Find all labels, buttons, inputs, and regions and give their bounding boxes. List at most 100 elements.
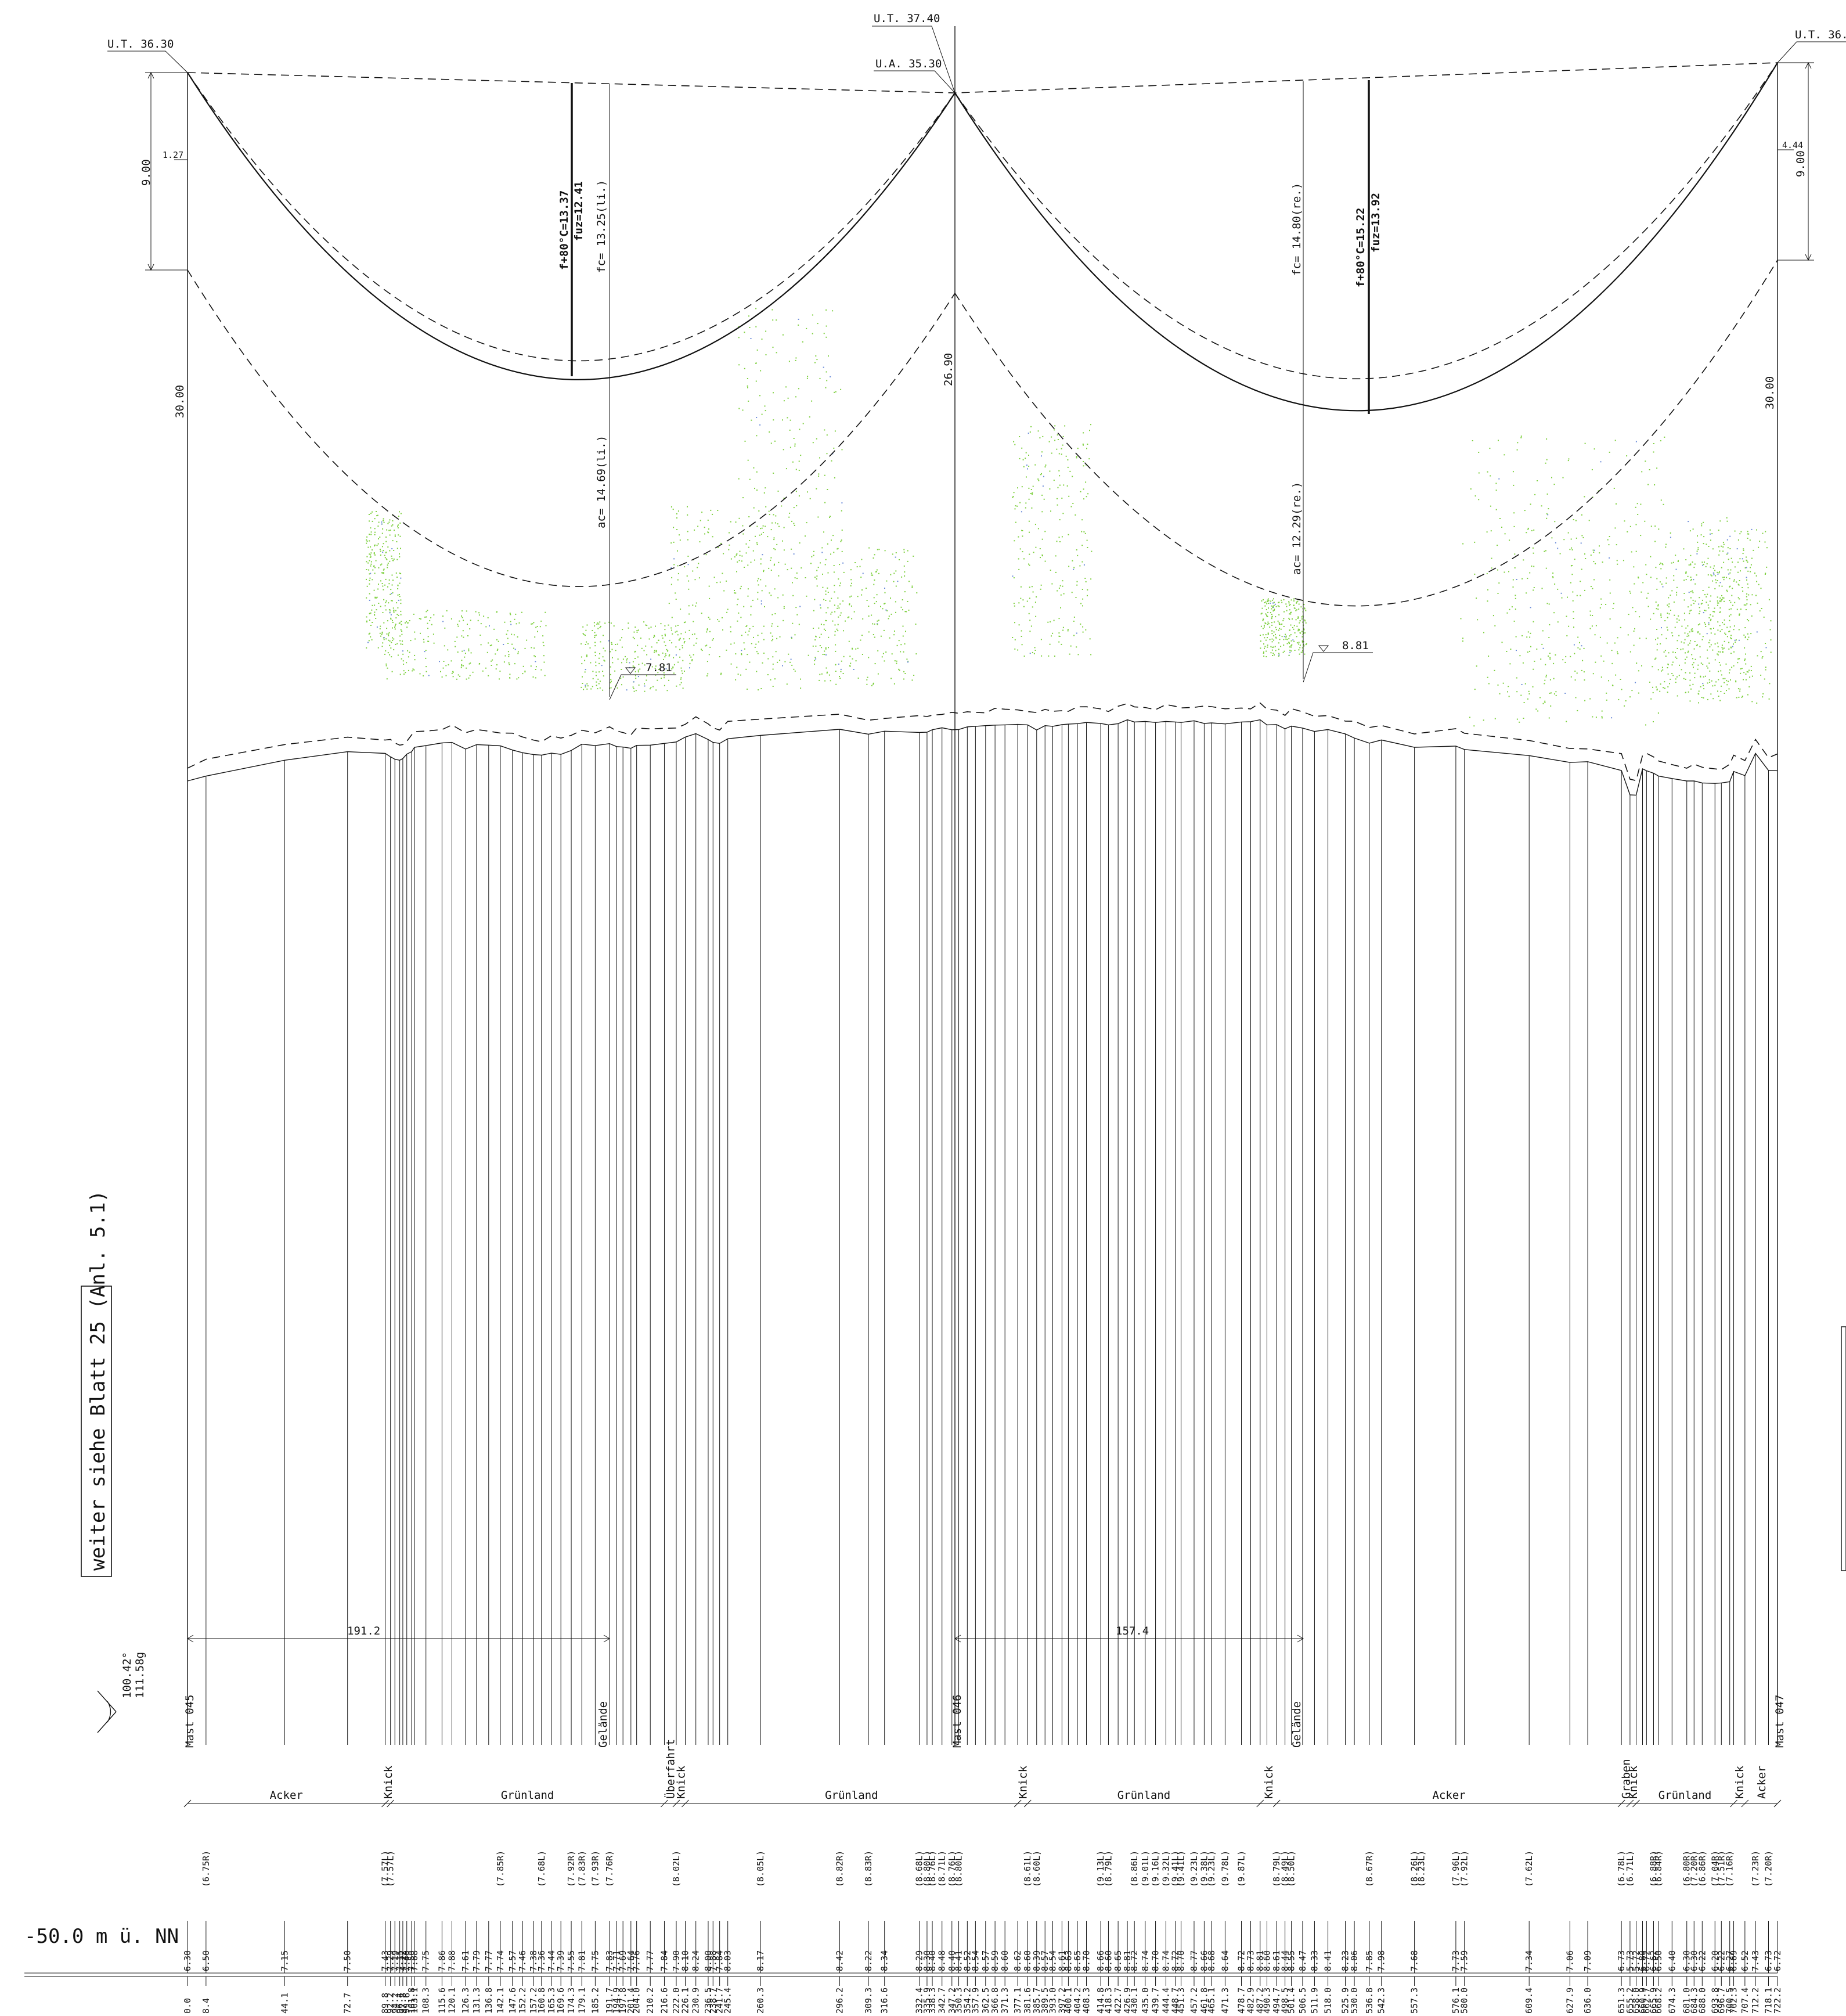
vegetation-point [1710,533,1711,535]
vegetation-point [882,608,884,610]
vegetation-point [1728,642,1730,643]
vegetation-point [472,671,474,673]
vegetation-point [1704,624,1706,625]
vegetation-point [1288,617,1290,619]
vegetation-point [1267,599,1268,601]
station-value: 131.3 [471,1988,482,2014]
vegetation-point [1646,597,1647,599]
vegetation-point [902,635,904,637]
vegetation-point [824,680,826,682]
vegetation-point [1534,660,1535,662]
vegetation-point [677,634,679,636]
vegetation-point [392,622,394,623]
vegetation-point [391,574,393,576]
vegetation-point [1582,537,1584,538]
vegetation-point [677,573,679,574]
vegetation-point [849,603,850,605]
station-value: 435.0 [1140,1988,1151,2014]
vegetation-point [1015,505,1016,507]
vegetation-point [1714,659,1716,661]
vegetation-point [664,675,665,676]
vegetation-point [853,669,855,670]
vegetation-point [1044,560,1046,562]
vegetation-point [1281,623,1283,625]
vegetation-point [787,417,788,419]
vegetation-point [1706,563,1708,564]
vegetation-point [729,532,730,534]
vegetation-point [1700,686,1701,687]
station-value: 457.2 [1189,1988,1199,2014]
vegetation-point [384,653,385,655]
vegetation-point [664,625,666,627]
station-value: 316.6 [879,1988,890,2014]
vegetation-point [616,687,618,689]
vegetation-point [1515,636,1517,638]
station-value: 430.1 [1129,1988,1140,2014]
vegetation-point [687,564,689,566]
vegetation-point [1696,574,1697,576]
vegetation-point [1717,653,1718,655]
vegetation-point [369,553,370,555]
vegetation-point [646,679,647,681]
vegetation-point [802,423,804,424]
vegetation-point [1718,554,1720,556]
vegetation-point [749,327,751,328]
vegetation-point [825,647,827,649]
vegetation-point [1693,579,1694,581]
vegetation-point [1487,676,1488,678]
vegetation-point [1561,597,1563,599]
vegetation-point [1274,609,1275,610]
vegetation-point [377,514,378,516]
vegetation-point [1611,663,1613,664]
vegetation-point [1289,629,1290,631]
station-value: 381.6 [1022,1988,1033,2014]
vegetation-point [489,625,490,627]
vegetation-point [1037,528,1039,530]
vegetation-point [696,638,698,639]
vegetation-point [800,678,801,680]
vegetation-point [1631,690,1633,692]
vegetation-point [1028,487,1030,489]
vegetation-point [374,528,376,530]
vegetation-point [657,679,658,681]
vegetation-point [773,472,774,474]
vegetation-point [806,522,807,524]
vegetation-point [532,623,533,625]
vegetation-point [1655,639,1656,640]
vegetation-point [394,625,396,627]
span1-f80-label: f+80°C=13.37 [558,190,571,270]
vegetation-point [1675,682,1676,683]
vegetation-point [1551,477,1552,478]
station-value: 385.7 [1032,1988,1042,2014]
vegetation-point [370,563,372,565]
vegetation-point [1086,448,1087,449]
vegetation-point [1296,601,1297,603]
vegetation-point [389,645,391,646]
vegetation-point [387,546,389,548]
vegetation-point [757,592,759,593]
vegetation-point [730,643,732,645]
vegetation-point [1729,626,1731,628]
vegetation-point [773,548,775,549]
vegetation-point [1722,622,1724,624]
vegetation-point [706,661,708,663]
vegetation-point [1495,483,1497,484]
vegetation-point [1751,594,1753,596]
vegetation-point [496,639,497,640]
vegetation-point [1665,543,1667,545]
vegetation-point [712,639,713,641]
vegetation-point [1740,570,1741,572]
vegetation-point [1735,680,1737,682]
vegetation-point [1278,653,1280,654]
vegetation-point [412,668,414,670]
vegetation-point [1545,676,1547,678]
vegetation-point [1062,513,1064,514]
vegetation-point [369,577,371,579]
vegetation-point [1271,608,1272,610]
vegetation-point [1697,535,1698,537]
vegetation-point [809,416,810,418]
vegetation-point [431,624,432,625]
vegetation-point [1571,565,1573,566]
vegetation-point [1743,604,1745,606]
vegetation-point [1533,589,1534,591]
